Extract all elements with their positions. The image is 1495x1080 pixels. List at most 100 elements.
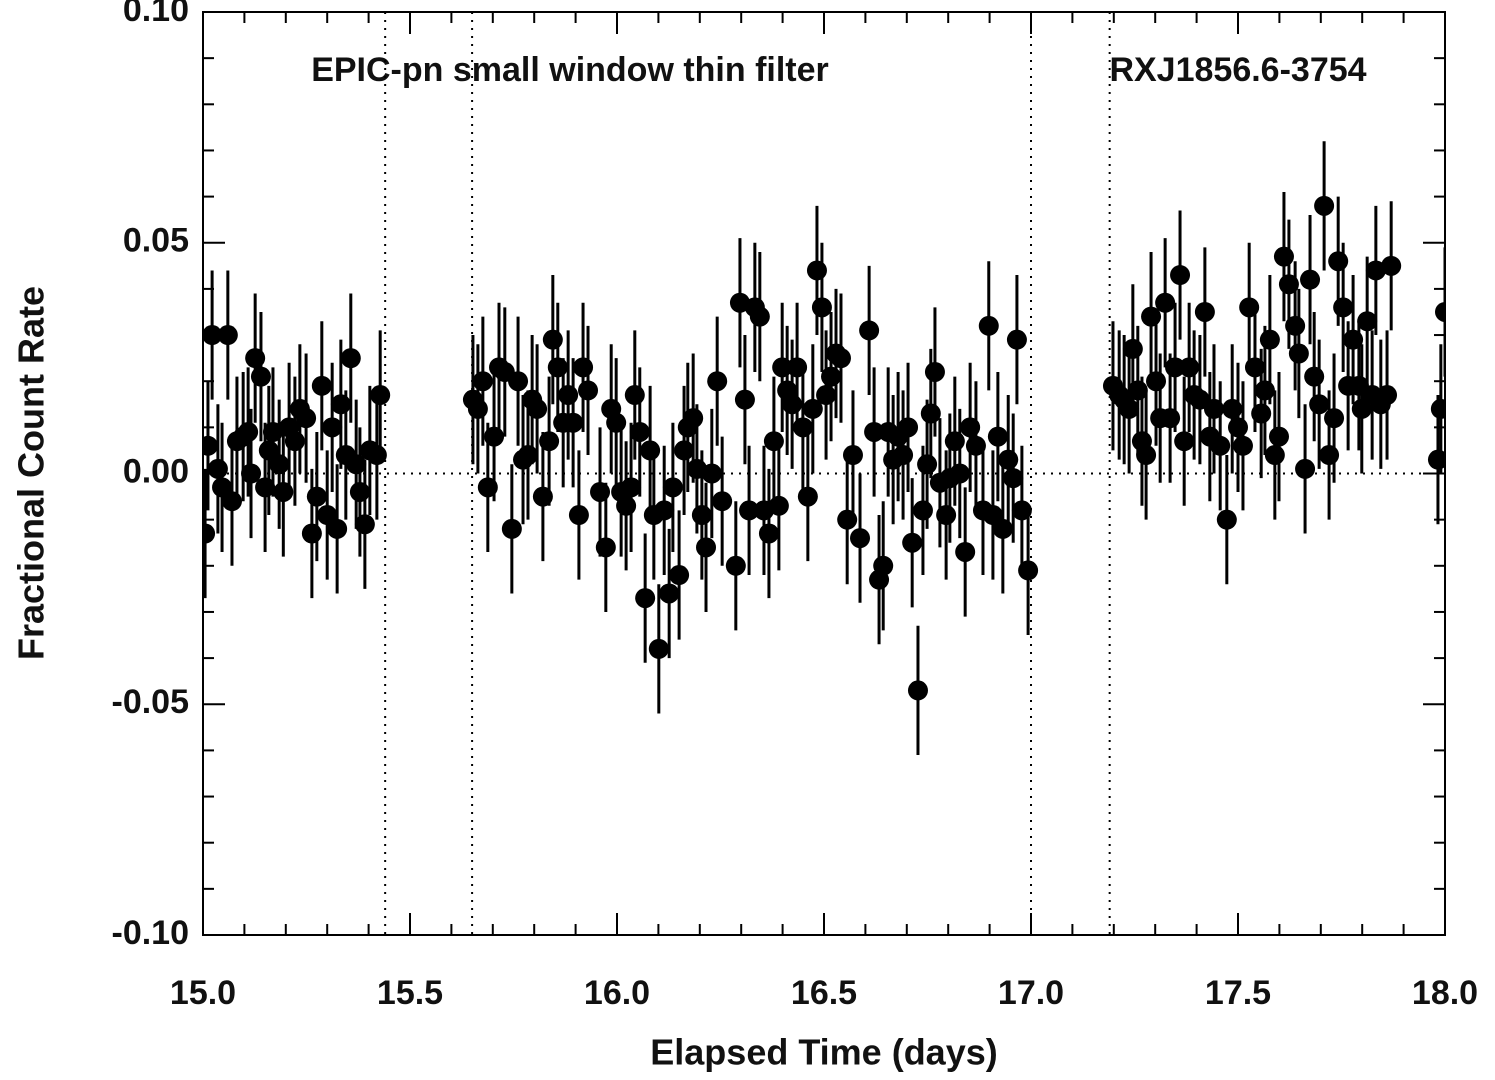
data-point [763, 431, 784, 452]
data-point [1018, 560, 1039, 581]
data-point [936, 505, 957, 526]
data-point [998, 449, 1019, 470]
data-point [955, 541, 976, 562]
data-point [811, 297, 832, 318]
data-point [1381, 255, 1402, 276]
data-point [669, 565, 690, 586]
x-tick-label: 15.5 [377, 974, 443, 1012]
data-point [327, 518, 348, 539]
data-point [207, 458, 228, 479]
data-point [306, 486, 327, 507]
data-point [1216, 509, 1237, 530]
data-point [1194, 301, 1215, 322]
data-point [1324, 408, 1345, 429]
data-point [578, 380, 599, 401]
data-point [1122, 338, 1143, 359]
data-point [850, 528, 871, 549]
data-point [301, 523, 322, 544]
data-point [683, 408, 704, 429]
data-point [893, 445, 914, 466]
data-point [203, 325, 223, 346]
x-tick-label: 17.5 [1205, 974, 1271, 1012]
x-tick-label: 16.5 [791, 974, 857, 1012]
data-point [241, 463, 262, 484]
data-point [269, 454, 290, 475]
data-point [606, 412, 627, 433]
data-point [322, 417, 343, 438]
data-point [691, 505, 712, 526]
data-point [621, 477, 642, 498]
y-tick-label: -0.05 [112, 683, 190, 721]
x-axis-label: Elapsed Time (days) [650, 1032, 997, 1073]
data-point [1155, 292, 1176, 313]
data-point [873, 555, 894, 576]
data-point [792, 417, 813, 438]
data-point [920, 403, 941, 424]
data-point [782, 394, 803, 415]
data-point [1251, 403, 1272, 424]
data-point [1170, 265, 1191, 286]
data-point [902, 532, 923, 553]
data-point [501, 518, 522, 539]
data-point [1304, 366, 1325, 387]
data-point [203, 435, 218, 456]
y-tick-label: 0.00 [123, 452, 189, 490]
data-point [1003, 468, 1024, 489]
data-point [842, 445, 863, 466]
data-point [542, 329, 563, 350]
data-point [1319, 445, 1340, 466]
data-point [654, 500, 675, 521]
data-point [517, 445, 538, 466]
x-tick-label: 15.0 [170, 974, 236, 1012]
data-point [965, 435, 986, 456]
data-point [917, 454, 938, 475]
data-point [1228, 417, 1248, 438]
data-point [907, 680, 928, 701]
data-point [1232, 435, 1253, 456]
data-point [1357, 311, 1378, 332]
data-point [707, 371, 728, 392]
data-point [944, 431, 965, 452]
data-point [1268, 426, 1289, 447]
y-tick-label: 0.10 [123, 0, 189, 29]
data-point [1365, 260, 1386, 281]
data-point [250, 366, 271, 387]
x-tick-label: 17.0 [998, 974, 1064, 1012]
data-point [311, 375, 332, 396]
data-point [547, 357, 568, 378]
data-point [1160, 408, 1181, 429]
data-point [912, 500, 933, 521]
data-point [1210, 435, 1231, 456]
data-point [284, 431, 305, 452]
data-point [1264, 445, 1285, 466]
data-point [1328, 251, 1349, 272]
data-point [992, 518, 1013, 539]
data-point [568, 505, 589, 526]
data-point [802, 398, 823, 419]
data-point [640, 440, 661, 461]
data-point [949, 463, 970, 484]
data-point [1006, 329, 1027, 350]
data-point [978, 315, 999, 336]
y-axis-label: Fractional Count Rate [11, 286, 52, 660]
data-point [1254, 380, 1275, 401]
data-point [624, 385, 645, 406]
data-point [508, 371, 529, 392]
data-point [1435, 301, 1445, 322]
data-point [1333, 297, 1354, 318]
data-point [1300, 269, 1321, 290]
data-point [317, 505, 338, 526]
data-point [366, 445, 387, 466]
data-point [1174, 431, 1195, 452]
data-point [484, 426, 505, 447]
data-point [674, 440, 695, 461]
data-point [701, 463, 722, 484]
data-point [1146, 371, 1167, 392]
data-point [212, 477, 233, 498]
data-point [467, 398, 488, 419]
data-point [1377, 385, 1398, 406]
data-point [648, 638, 669, 659]
data-point [734, 389, 755, 410]
data-point [370, 385, 391, 406]
